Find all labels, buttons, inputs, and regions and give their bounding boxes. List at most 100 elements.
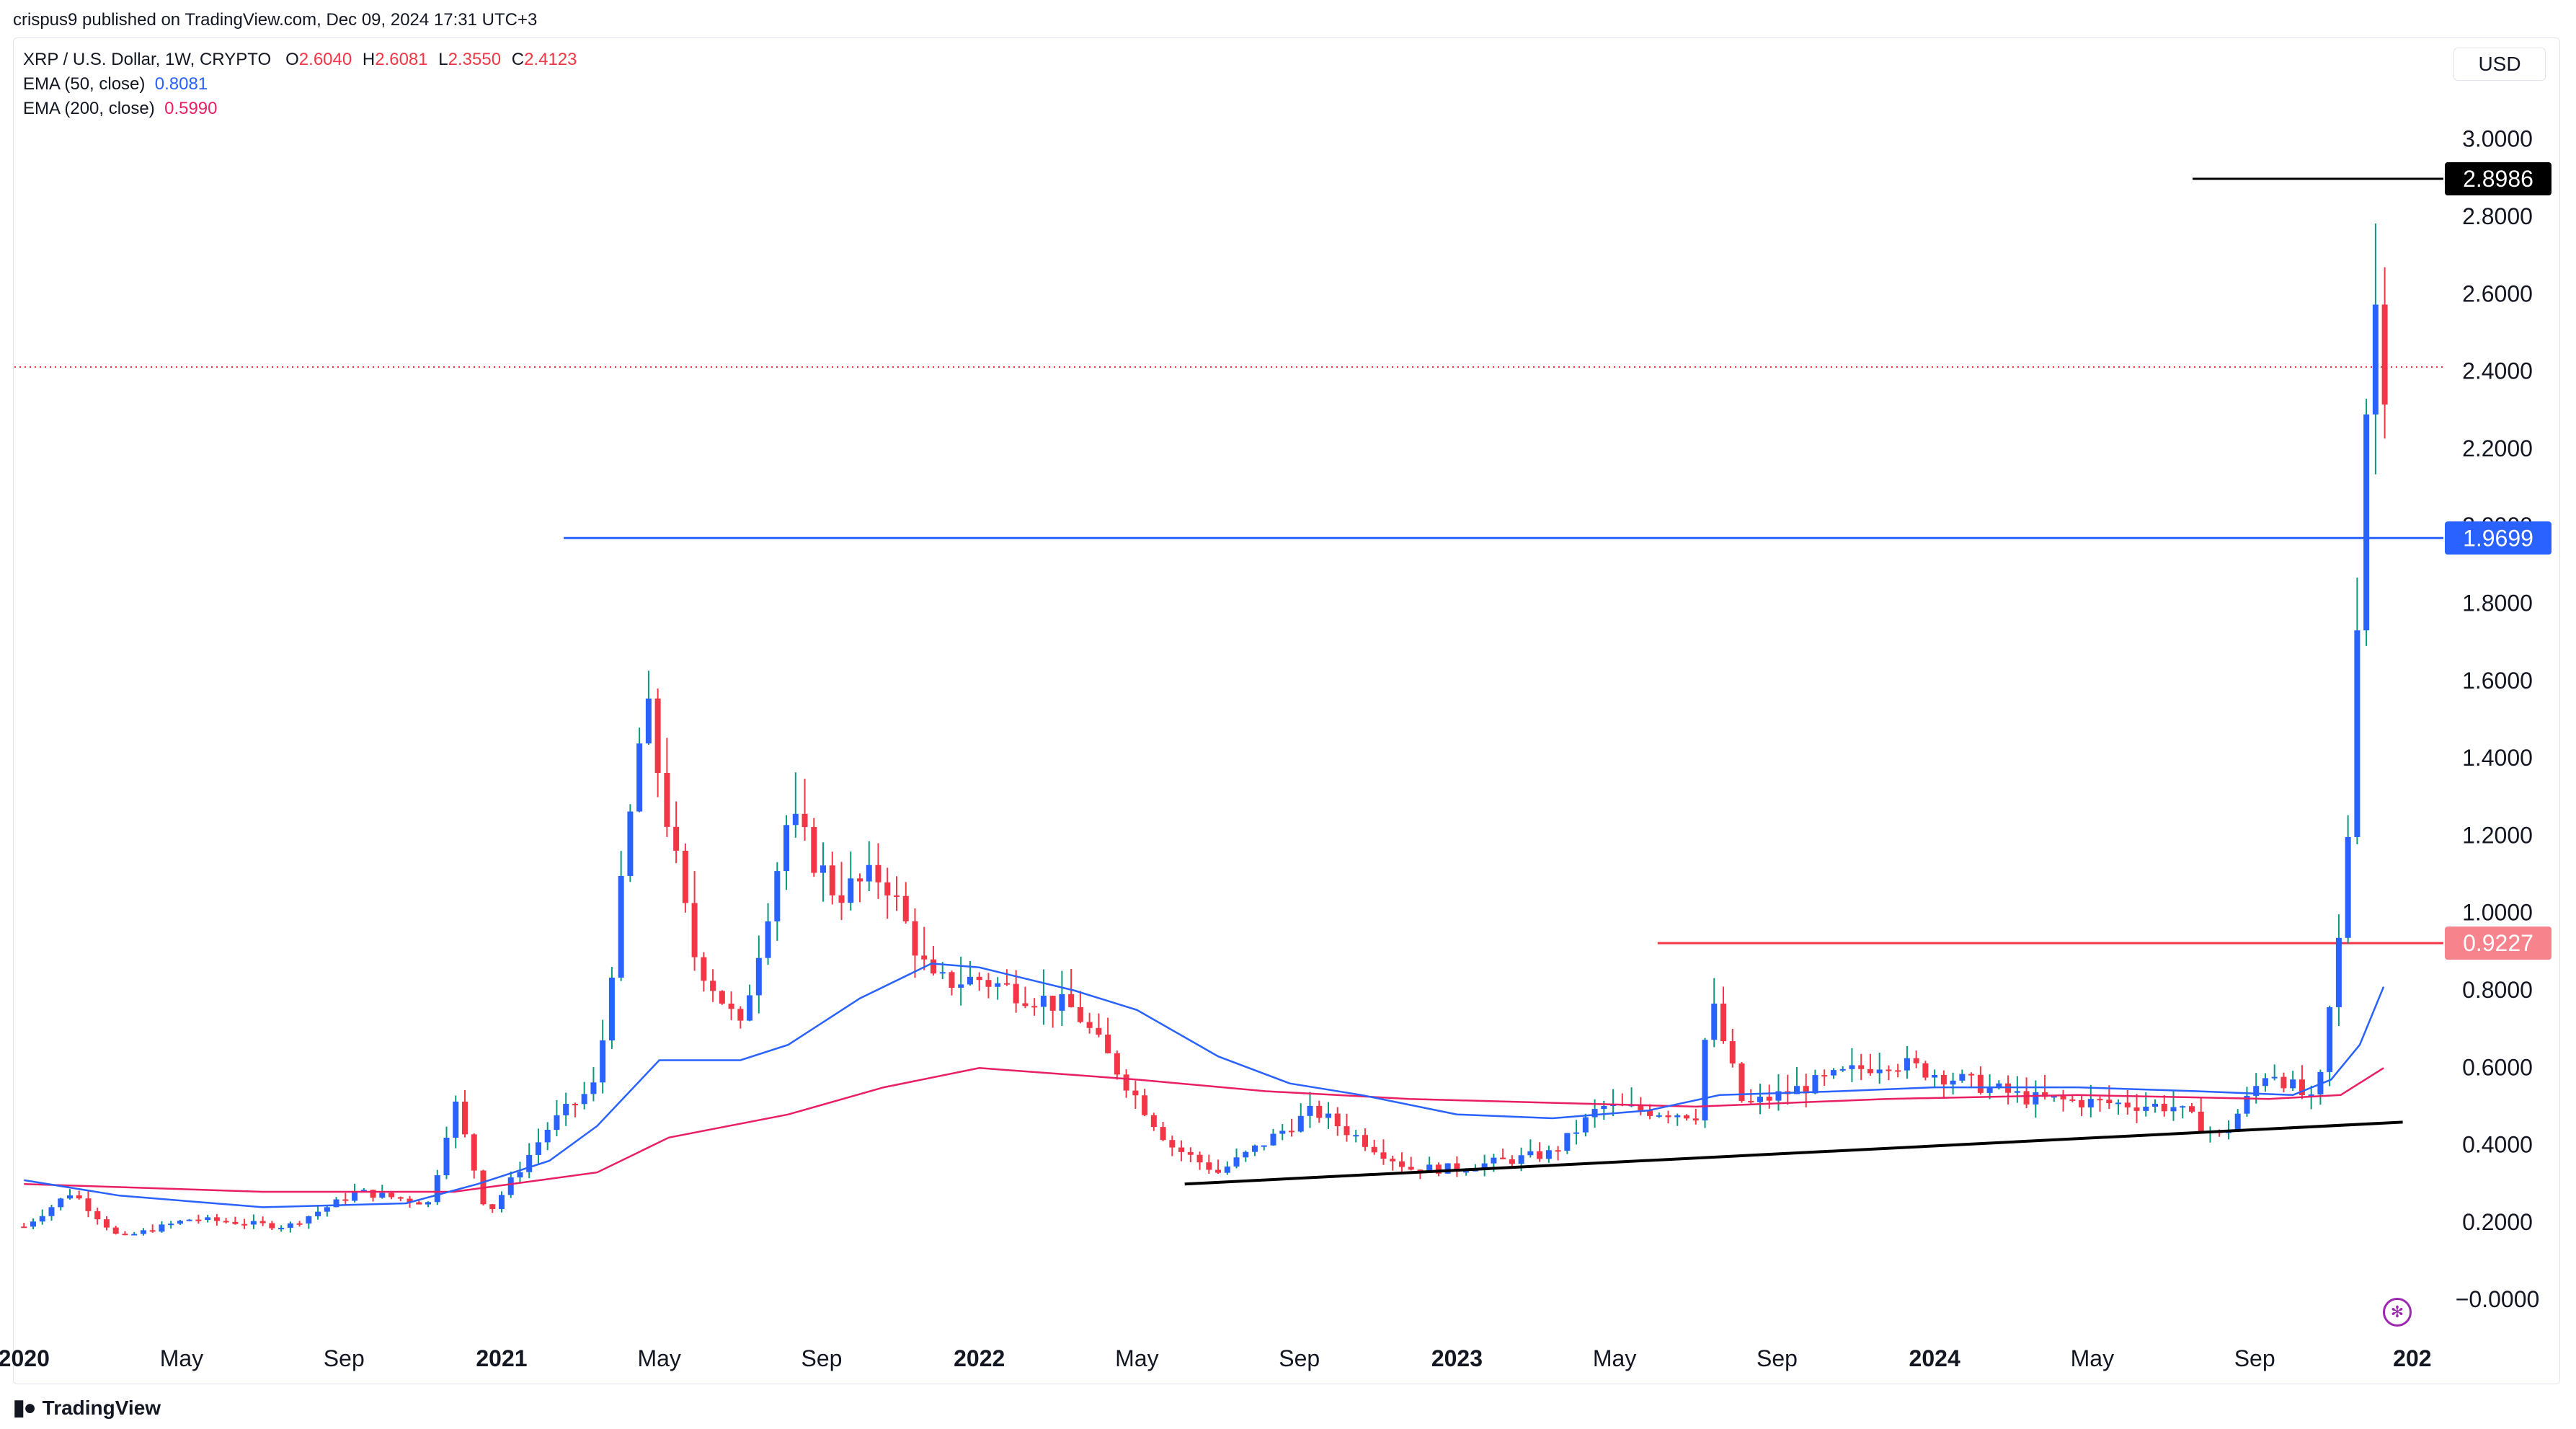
y-tick-label: 0.4000 bbox=[2462, 1132, 2533, 1158]
candle-down bbox=[1803, 1086, 1809, 1094]
candle-down bbox=[976, 976, 982, 981]
legend-ema50-label: EMA (50, close) bbox=[23, 74, 146, 94]
candle-down bbox=[1334, 1113, 1341, 1127]
x-tick-label: May bbox=[1593, 1345, 1636, 1371]
candle-up bbox=[2170, 1107, 2177, 1112]
candle-down bbox=[921, 955, 928, 960]
candle-up bbox=[177, 1221, 183, 1224]
candle-down bbox=[2161, 1103, 2167, 1112]
support-trendline bbox=[1184, 1120, 2403, 1186]
legend-symbol: XRP / U.S. Dollar, 1W, CRYPTO bbox=[23, 50, 272, 69]
candle-down bbox=[884, 882, 891, 895]
candle-down bbox=[728, 1003, 734, 1009]
candle-down bbox=[76, 1195, 82, 1199]
candle-up bbox=[1876, 1069, 1883, 1074]
y-tick-label: 0.6000 bbox=[2462, 1054, 2533, 1080]
candle-up bbox=[1518, 1155, 1524, 1164]
candle-up bbox=[2014, 1091, 2020, 1093]
currency-button[interactable]: USD bbox=[2453, 48, 2546, 81]
candle-down bbox=[1922, 1063, 1929, 1078]
candle-down bbox=[2060, 1096, 2066, 1100]
candle-up bbox=[2345, 836, 2351, 938]
candle-down bbox=[2133, 1107, 2140, 1111]
candle-up bbox=[1564, 1133, 1571, 1151]
candle-up bbox=[2253, 1086, 2260, 1096]
candle-up bbox=[967, 976, 973, 985]
candle-down bbox=[2097, 1099, 2103, 1101]
candle-down bbox=[1821, 1075, 1828, 1077]
price-label: 2.8986 bbox=[2463, 166, 2533, 192]
candle-up bbox=[1224, 1166, 1230, 1173]
candle-down bbox=[701, 957, 707, 981]
x-tick-label: May bbox=[2071, 1345, 2114, 1371]
candle-up bbox=[755, 957, 762, 996]
candle-down bbox=[1738, 1063, 1745, 1102]
candle-down bbox=[1169, 1140, 1176, 1148]
candle-down bbox=[857, 878, 863, 882]
candle-up bbox=[774, 871, 781, 921]
candle-down bbox=[691, 903, 698, 957]
candle-up bbox=[2244, 1095, 2250, 1114]
ema50-line bbox=[24, 963, 2385, 1208]
x-tick-label: Sep bbox=[324, 1345, 365, 1371]
y-tick-label: 1.6000 bbox=[2462, 668, 2533, 694]
candle-up bbox=[434, 1175, 440, 1203]
candle-down bbox=[112, 1227, 119, 1234]
legend-ema50-row[interactable]: EMA (50, close) 0.8081 bbox=[23, 72, 582, 97]
publisher-line: crispus9 published on TradingView.com, D… bbox=[13, 10, 538, 30]
candle-down bbox=[1435, 1164, 1442, 1174]
candle-down bbox=[407, 1198, 413, 1203]
candle-down bbox=[1729, 1041, 1736, 1063]
legend-symbol-row: XRP / U.S. Dollar, 1W, CRYPTO O2.6040 H2… bbox=[23, 48, 582, 72]
candle-down bbox=[2280, 1076, 2287, 1089]
indicator-settings-icon[interactable]: ✻ bbox=[2383, 1298, 2412, 1327]
candle-down bbox=[1289, 1131, 1295, 1133]
candle-down bbox=[223, 1221, 229, 1223]
candle-up bbox=[958, 984, 964, 988]
y-tick-label: 2.4000 bbox=[2462, 358, 2533, 384]
candle-up bbox=[66, 1195, 73, 1199]
candle-up bbox=[1601, 1106, 1607, 1110]
candle-down bbox=[259, 1221, 266, 1224]
candle-down bbox=[682, 850, 688, 903]
candle-down bbox=[2124, 1102, 2131, 1107]
candle-down bbox=[1537, 1151, 1543, 1159]
candle-up bbox=[250, 1221, 257, 1225]
legend-open: 2.6040 bbox=[298, 50, 352, 69]
candle-up bbox=[2087, 1099, 2094, 1107]
candle-up bbox=[379, 1193, 386, 1198]
candle-up bbox=[324, 1207, 330, 1212]
candle-down bbox=[654, 698, 661, 774]
candle-down bbox=[875, 864, 881, 882]
candle-up bbox=[1959, 1074, 1966, 1081]
candle-up bbox=[2262, 1078, 2268, 1087]
candle-down bbox=[122, 1234, 128, 1236]
candle-up bbox=[205, 1217, 211, 1221]
candle-down bbox=[1077, 1007, 1083, 1022]
candle-up bbox=[636, 743, 643, 812]
candle-up bbox=[995, 983, 1001, 987]
x-tick-label: 2024 bbox=[1909, 1345, 1960, 1371]
candle-down bbox=[930, 959, 936, 974]
candle-down bbox=[1390, 1159, 1396, 1162]
candle-down bbox=[1748, 1101, 1754, 1103]
candle-up bbox=[425, 1202, 432, 1205]
candle-up bbox=[939, 972, 946, 974]
brand-label: TradingView bbox=[42, 1396, 161, 1419]
legend-close: 2.4123 bbox=[524, 50, 577, 69]
candle-down bbox=[1720, 1003, 1727, 1042]
candle-up bbox=[1261, 1145, 1267, 1147]
candle-up bbox=[2271, 1076, 2278, 1079]
candle-down bbox=[1647, 1110, 1653, 1116]
tradingview-logo-icon: ▮● bbox=[13, 1396, 37, 1420]
candle-down bbox=[1123, 1074, 1129, 1091]
candle-down bbox=[213, 1217, 220, 1221]
candle-up bbox=[2180, 1106, 2186, 1108]
candle-down bbox=[1049, 996, 1056, 1011]
candle-down bbox=[838, 895, 845, 903]
candle-down bbox=[2069, 1099, 2076, 1101]
legend-ema200-row[interactable]: EMA (200, close) 0.5990 bbox=[23, 97, 582, 121]
candle-down bbox=[461, 1101, 468, 1135]
price-label-box bbox=[2445, 926, 2551, 960]
